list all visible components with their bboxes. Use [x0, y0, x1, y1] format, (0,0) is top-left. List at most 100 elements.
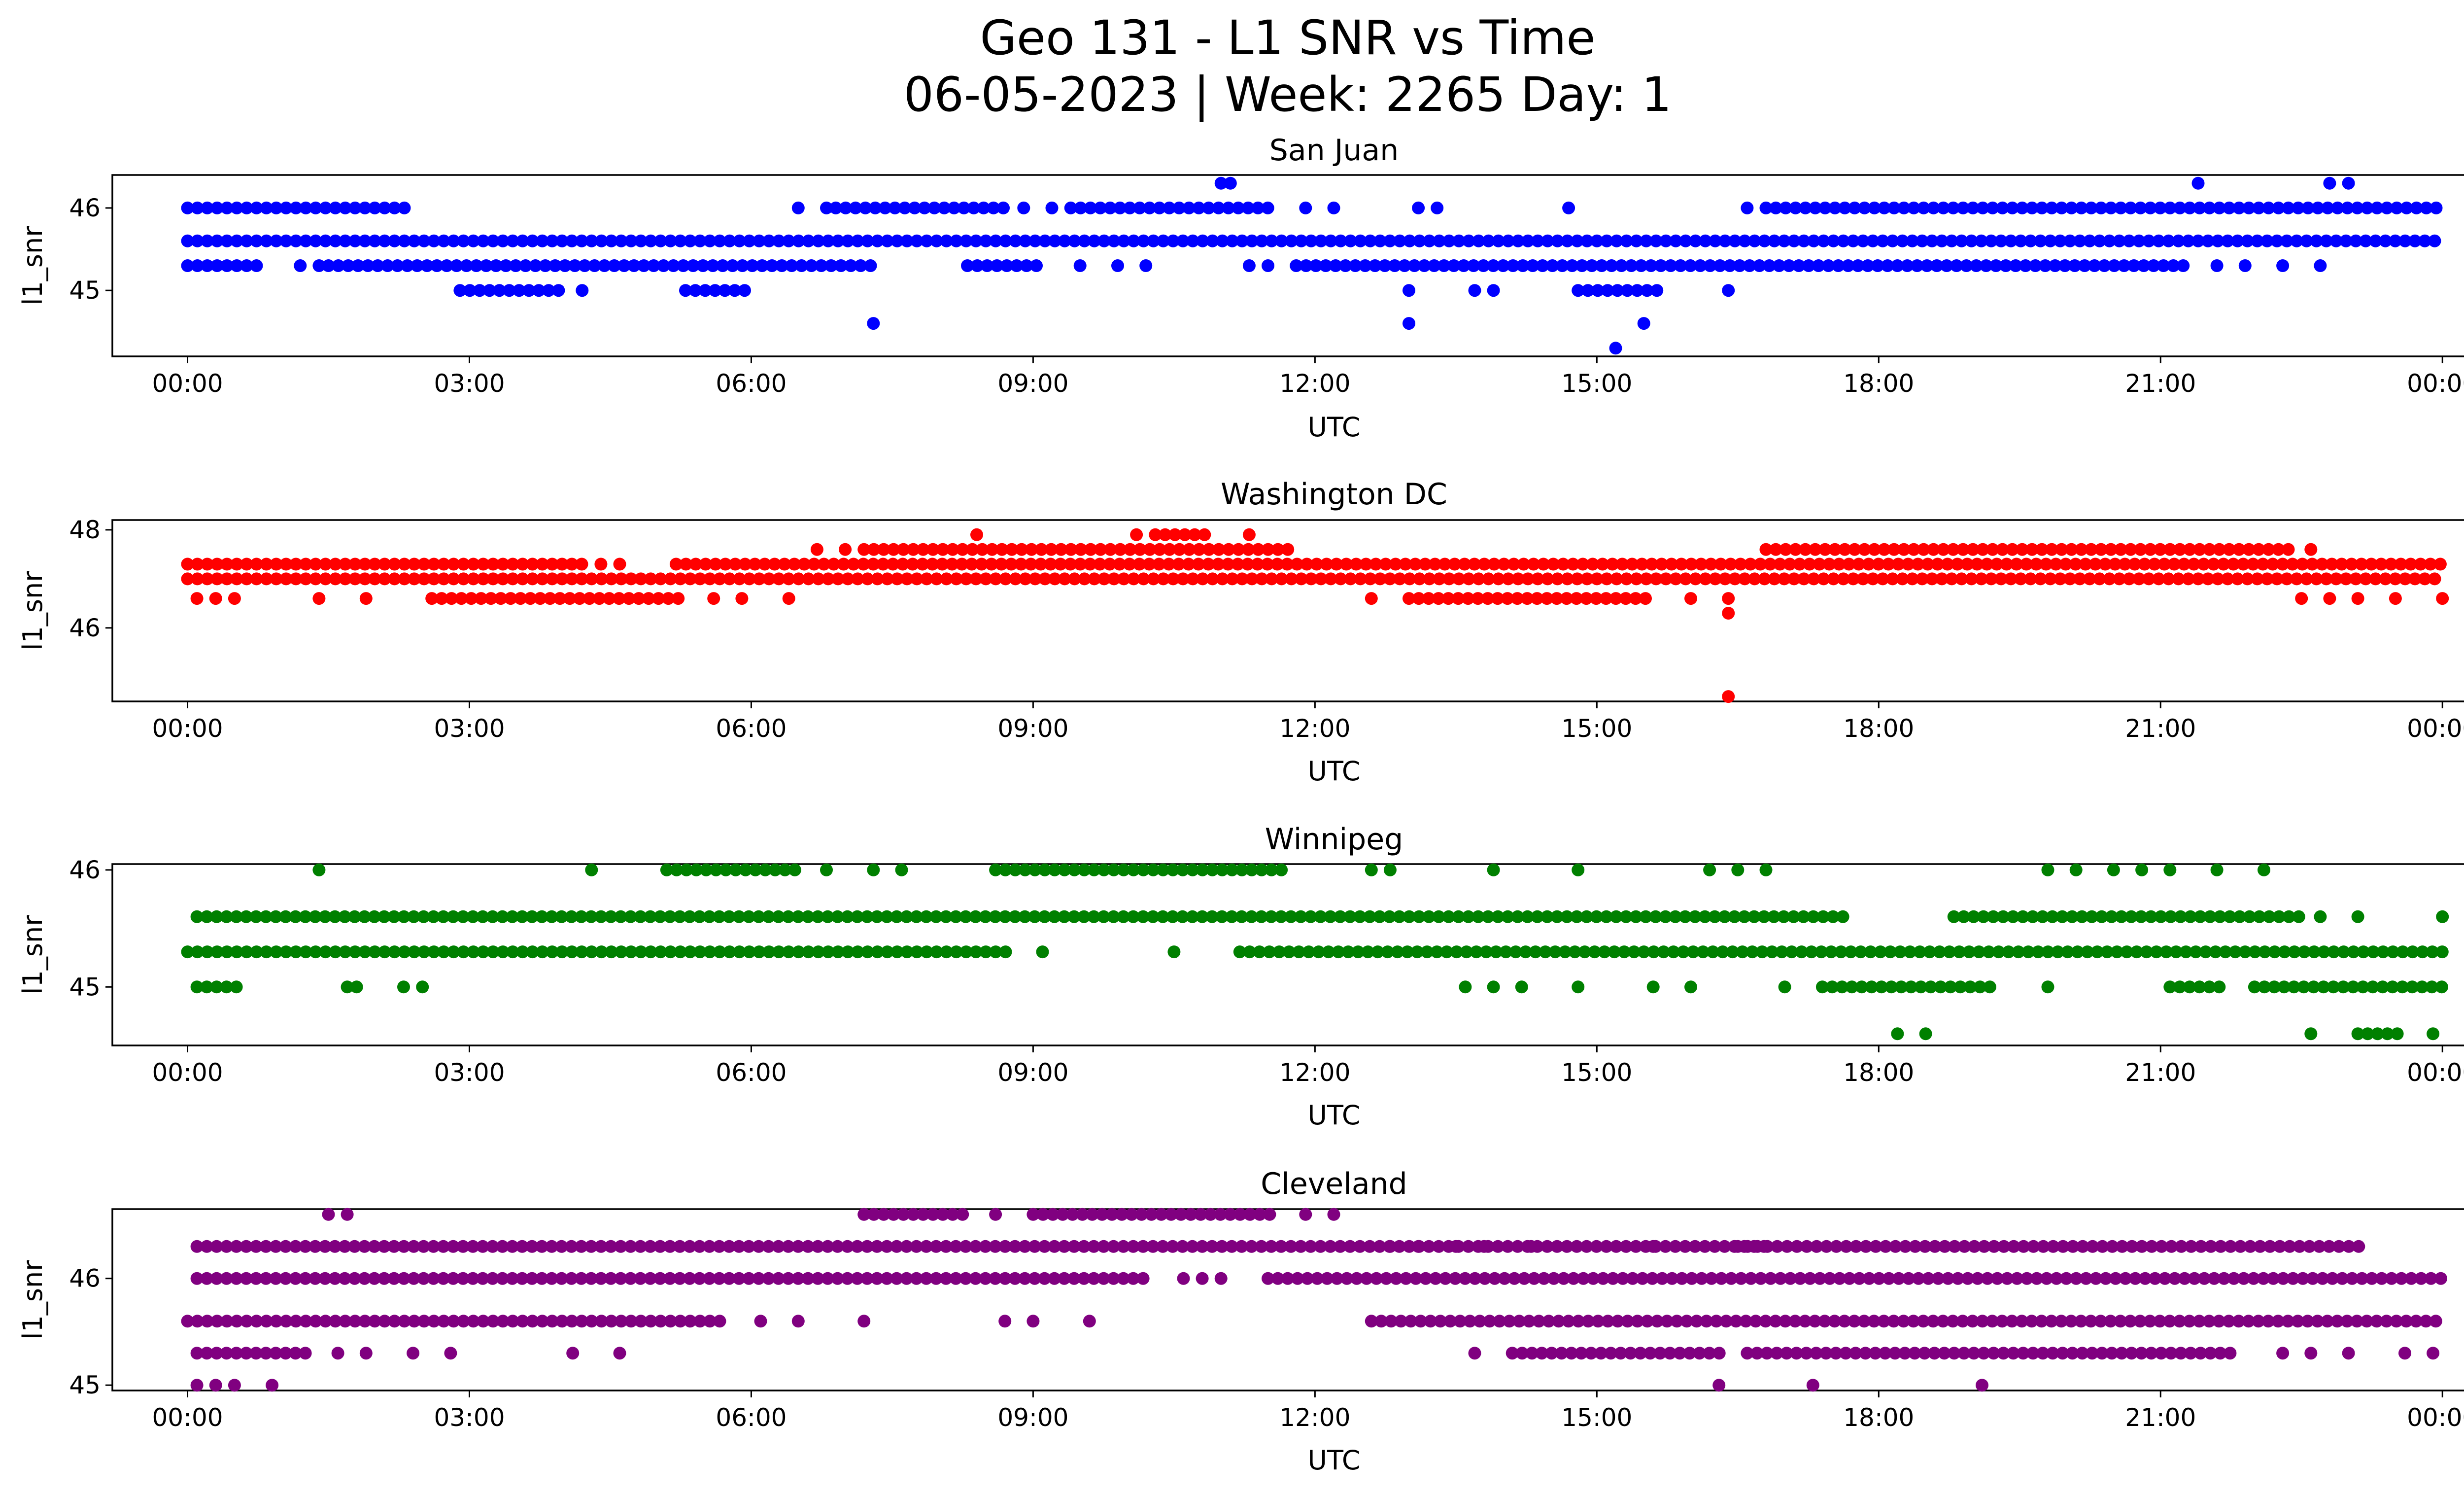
data-point	[1936, 1315, 1950, 1328]
data-point	[509, 259, 522, 272]
data-point	[2371, 1027, 2384, 1041]
data-point	[476, 1240, 489, 1253]
data-point	[1940, 259, 1953, 272]
data-point	[1383, 234, 1397, 247]
data-point	[1606, 557, 1619, 571]
data-point	[2035, 1315, 2048, 1328]
data-point	[2258, 980, 2271, 994]
data-point	[857, 543, 871, 556]
data-point	[693, 572, 707, 586]
data-point	[1281, 1272, 1294, 1285]
data-point	[1135, 1208, 1148, 1221]
data-point	[959, 572, 973, 586]
data-point	[1948, 1240, 1961, 1253]
data-point	[1261, 557, 1274, 571]
data-point	[1787, 572, 1801, 586]
data-point	[486, 910, 499, 923]
data-point	[1927, 201, 1940, 214]
data-point	[1888, 1347, 1902, 1360]
data-point	[270, 572, 283, 586]
data-point	[2277, 980, 2291, 994]
data-point	[1698, 910, 1711, 923]
data-point	[368, 1240, 381, 1253]
data-point	[506, 1240, 519, 1253]
data-point	[1491, 910, 1505, 923]
data-point	[2426, 945, 2439, 959]
data-point	[361, 259, 375, 272]
data-point	[2330, 1315, 2344, 1328]
data-point	[948, 201, 960, 214]
data-point	[1664, 259, 1677, 272]
data-point	[1067, 910, 1081, 923]
data-point	[2204, 1240, 2218, 1253]
data-point	[447, 1315, 460, 1328]
data-point	[605, 1315, 618, 1328]
data-point	[1403, 572, 1416, 586]
data-point	[1994, 234, 2008, 247]
data-point	[956, 543, 969, 556]
data-point	[1619, 1240, 1633, 1253]
data-point	[1361, 945, 1374, 959]
data-point	[1152, 557, 1165, 571]
data-point	[969, 945, 983, 959]
data-point	[2149, 1272, 2161, 1285]
data-point	[2096, 1240, 2109, 1253]
data-point	[1515, 980, 1528, 994]
data-point	[762, 1272, 775, 1285]
data-point	[2405, 1272, 2418, 1285]
data-point	[2106, 1240, 2119, 1253]
data-point	[1437, 259, 1451, 272]
data-point	[728, 557, 742, 571]
data-point	[2191, 176, 2205, 190]
data-point	[614, 910, 627, 923]
data-point	[329, 557, 342, 571]
data-point	[2144, 543, 2157, 556]
data-point	[2107, 863, 2120, 876]
data-point	[1981, 1272, 1994, 1285]
data-point	[1688, 910, 1702, 923]
data-point	[1986, 543, 1999, 556]
data-point	[1911, 557, 1924, 571]
data-point	[2124, 910, 2138, 923]
subplot-title: Cleveland	[1261, 1167, 1407, 1201]
data-point	[1166, 234, 1180, 247]
data-point	[1431, 201, 1444, 214]
data-point	[542, 284, 555, 297]
data-point	[834, 259, 848, 272]
data-point	[1334, 1240, 1347, 1253]
data-point	[1468, 557, 1481, 571]
data-point	[1629, 592, 1642, 605]
data-point	[1008, 1272, 1022, 1285]
data-point	[1390, 1272, 1403, 1285]
data-point	[1584, 1347, 1598, 1360]
data-point	[754, 1315, 767, 1328]
data-point	[624, 1315, 638, 1328]
data-point	[1137, 572, 1150, 586]
data-point	[1275, 572, 1288, 586]
data-point	[1004, 557, 1018, 571]
data-point	[1598, 945, 1611, 959]
data-point	[466, 910, 479, 923]
data-point	[684, 572, 697, 586]
data-point	[1684, 259, 1697, 272]
data-point	[1143, 543, 1157, 556]
data-point	[2153, 1315, 2166, 1328]
data-point	[408, 1315, 421, 1328]
data-point	[703, 572, 717, 586]
data-point	[467, 234, 480, 247]
data-point	[782, 1240, 795, 1253]
data-point	[1851, 259, 1865, 272]
data-point	[1722, 592, 1735, 605]
data-point	[2088, 259, 2101, 272]
data-point	[368, 910, 381, 923]
data-point	[1206, 863, 1219, 876]
data-point	[1591, 284, 1605, 297]
data-point	[1083, 557, 1096, 571]
data-point	[1838, 543, 1851, 556]
data-point	[359, 592, 373, 605]
data-point	[2241, 234, 2254, 247]
data-point	[1916, 234, 1929, 247]
data-point	[2054, 1315, 2068, 1328]
data-point	[2041, 980, 2054, 994]
data-point	[2183, 1315, 2196, 1328]
